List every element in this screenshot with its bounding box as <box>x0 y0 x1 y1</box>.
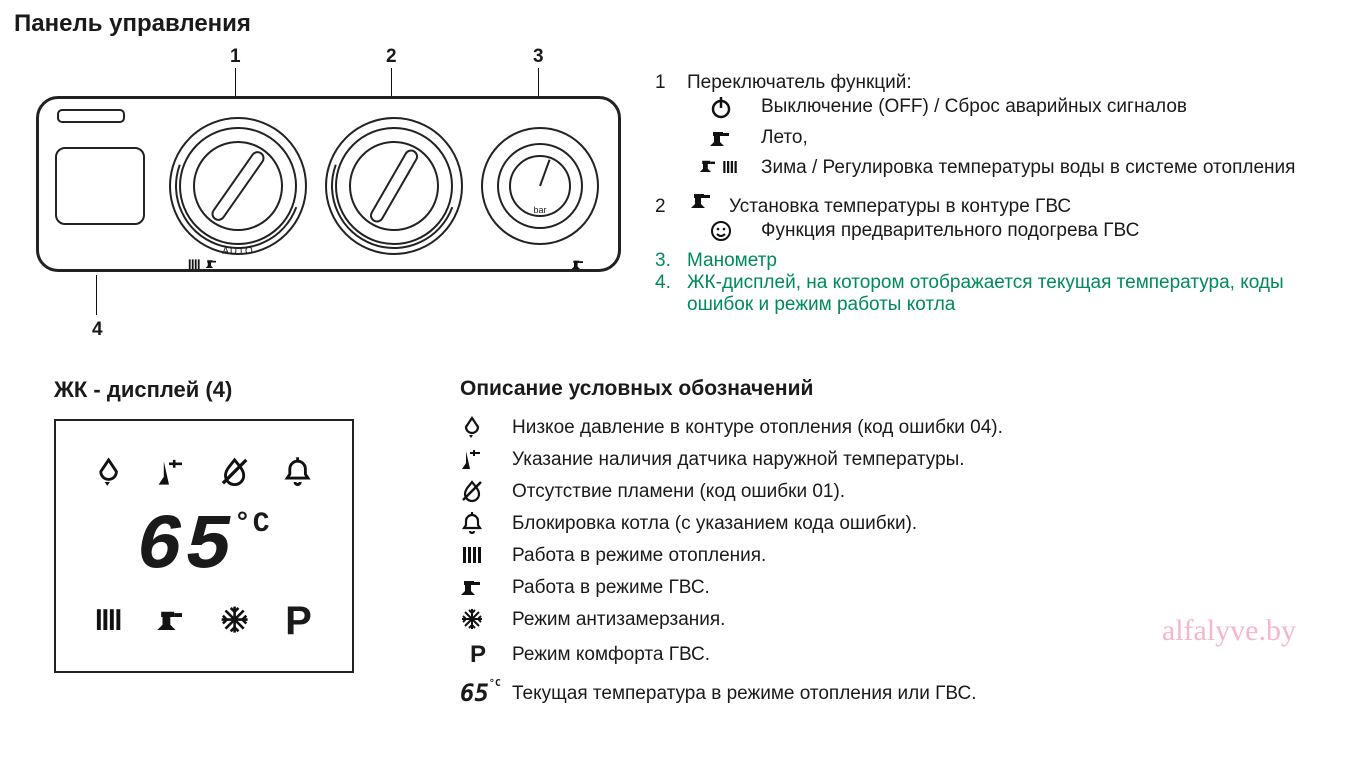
legend-num-4: 4. <box>655 272 675 294</box>
legend-text: Работа в режиме отопления. <box>512 543 766 569</box>
legend-1b: Лето, <box>761 125 808 152</box>
pressure-gauge: bar <box>481 127 599 245</box>
tap-icon <box>699 126 743 150</box>
ext-sensor-icon <box>460 447 496 473</box>
symbol-legend-title: Описание условных обозначений <box>460 377 1356 401</box>
control-panel-diagram: 1 2 3 AUTO bar <box>36 46 621 281</box>
callout-legend: 1 Переключатель функций: Выключение (OFF)… <box>655 46 1356 341</box>
legend-text: Режим антизамерзания. <box>512 607 725 633</box>
legend-label-3: Манометр <box>687 250 777 272</box>
lcd-display: 65°C P <box>54 419 354 673</box>
tap-icon <box>687 188 717 212</box>
legend-text: Низкое давление в контуре отопления (код… <box>512 415 1003 441</box>
function-dial: AUTO <box>169 117 307 255</box>
no-flame-icon <box>460 479 496 505</box>
dial-auto-label: AUTO <box>222 246 254 257</box>
ext-sensor-icon <box>156 456 190 490</box>
legend-label-4: ЖК-дисплей, на котором отображается теку… <box>687 272 1307 316</box>
legend-text: Текущая температура в режиме отопления и… <box>512 681 976 707</box>
control-panel-frame: AUTO bar <box>36 96 621 272</box>
radiator-icon <box>460 543 496 569</box>
tap-icon <box>460 575 496 601</box>
bell-icon <box>282 456 316 490</box>
callout-2: 2 <box>386 46 397 68</box>
legend-num-1: 1 <box>655 72 675 94</box>
tap-radiator-icon <box>699 156 743 180</box>
no-flame-icon <box>219 456 253 490</box>
gauge-unit: bar <box>533 205 546 215</box>
legend-text: Режим комфорта ГВС. <box>512 642 710 668</box>
bell-icon <box>460 511 496 537</box>
callout-4: 4 <box>92 319 103 341</box>
lcd-slot <box>55 147 145 225</box>
watermark: alfalyve.by <box>1162 614 1296 648</box>
lcd-title: ЖК - дисплей (4) <box>54 377 430 403</box>
legend-text: Указание наличия датчика наружной темпер… <box>512 447 965 473</box>
symbol-legend: Описание условных обозначений Низкое дав… <box>460 377 1356 716</box>
comfort-p-icon: P <box>460 639 496 671</box>
smile-icon <box>699 219 743 243</box>
legend-text: Отсутствие пламени (код ошибки 01). <box>512 479 845 505</box>
legend-label-1: Переключатель функций: <box>687 72 912 94</box>
legend-2a: Функция предварительного подогрева ГВС <box>761 218 1139 245</box>
legend-1c: Зима / Регулировка температуры воды в си… <box>761 155 1295 182</box>
dhw-dial <box>325 117 463 255</box>
snowflake-icon <box>219 604 253 638</box>
temperature-icon: 65°C <box>460 677 496 709</box>
radiator-tap-icon <box>187 257 221 273</box>
comfort-p-icon: P <box>285 599 312 644</box>
legend-1a: Выключение (OFF) / Сброс аварийных сигна… <box>761 94 1187 121</box>
low-pressure-icon <box>460 415 496 441</box>
radiator-icon <box>93 604 127 638</box>
legend-num-3: 3. <box>655 250 675 272</box>
callout-1: 1 <box>230 46 241 68</box>
page-title: Панель управления <box>14 10 1356 38</box>
legend-text: Работа в режиме ГВС. <box>512 575 710 601</box>
legend-label-2: Установка температуры в контуре ГВС <box>729 196 1071 218</box>
snowflake-icon <box>460 607 496 633</box>
tap-icon <box>571 257 589 273</box>
low-pressure-icon <box>93 456 127 490</box>
power-icon <box>699 95 743 119</box>
panel-diagram-column: 1 2 3 AUTO bar <box>10 46 625 341</box>
lcd-temperature: 65°C <box>136 503 271 591</box>
tap-icon <box>156 604 190 638</box>
callout-3: 3 <box>533 46 544 68</box>
legend-num-2: 2 <box>655 196 675 218</box>
legend-text: Блокировка котла (с указанием кода ошибк… <box>512 511 917 537</box>
